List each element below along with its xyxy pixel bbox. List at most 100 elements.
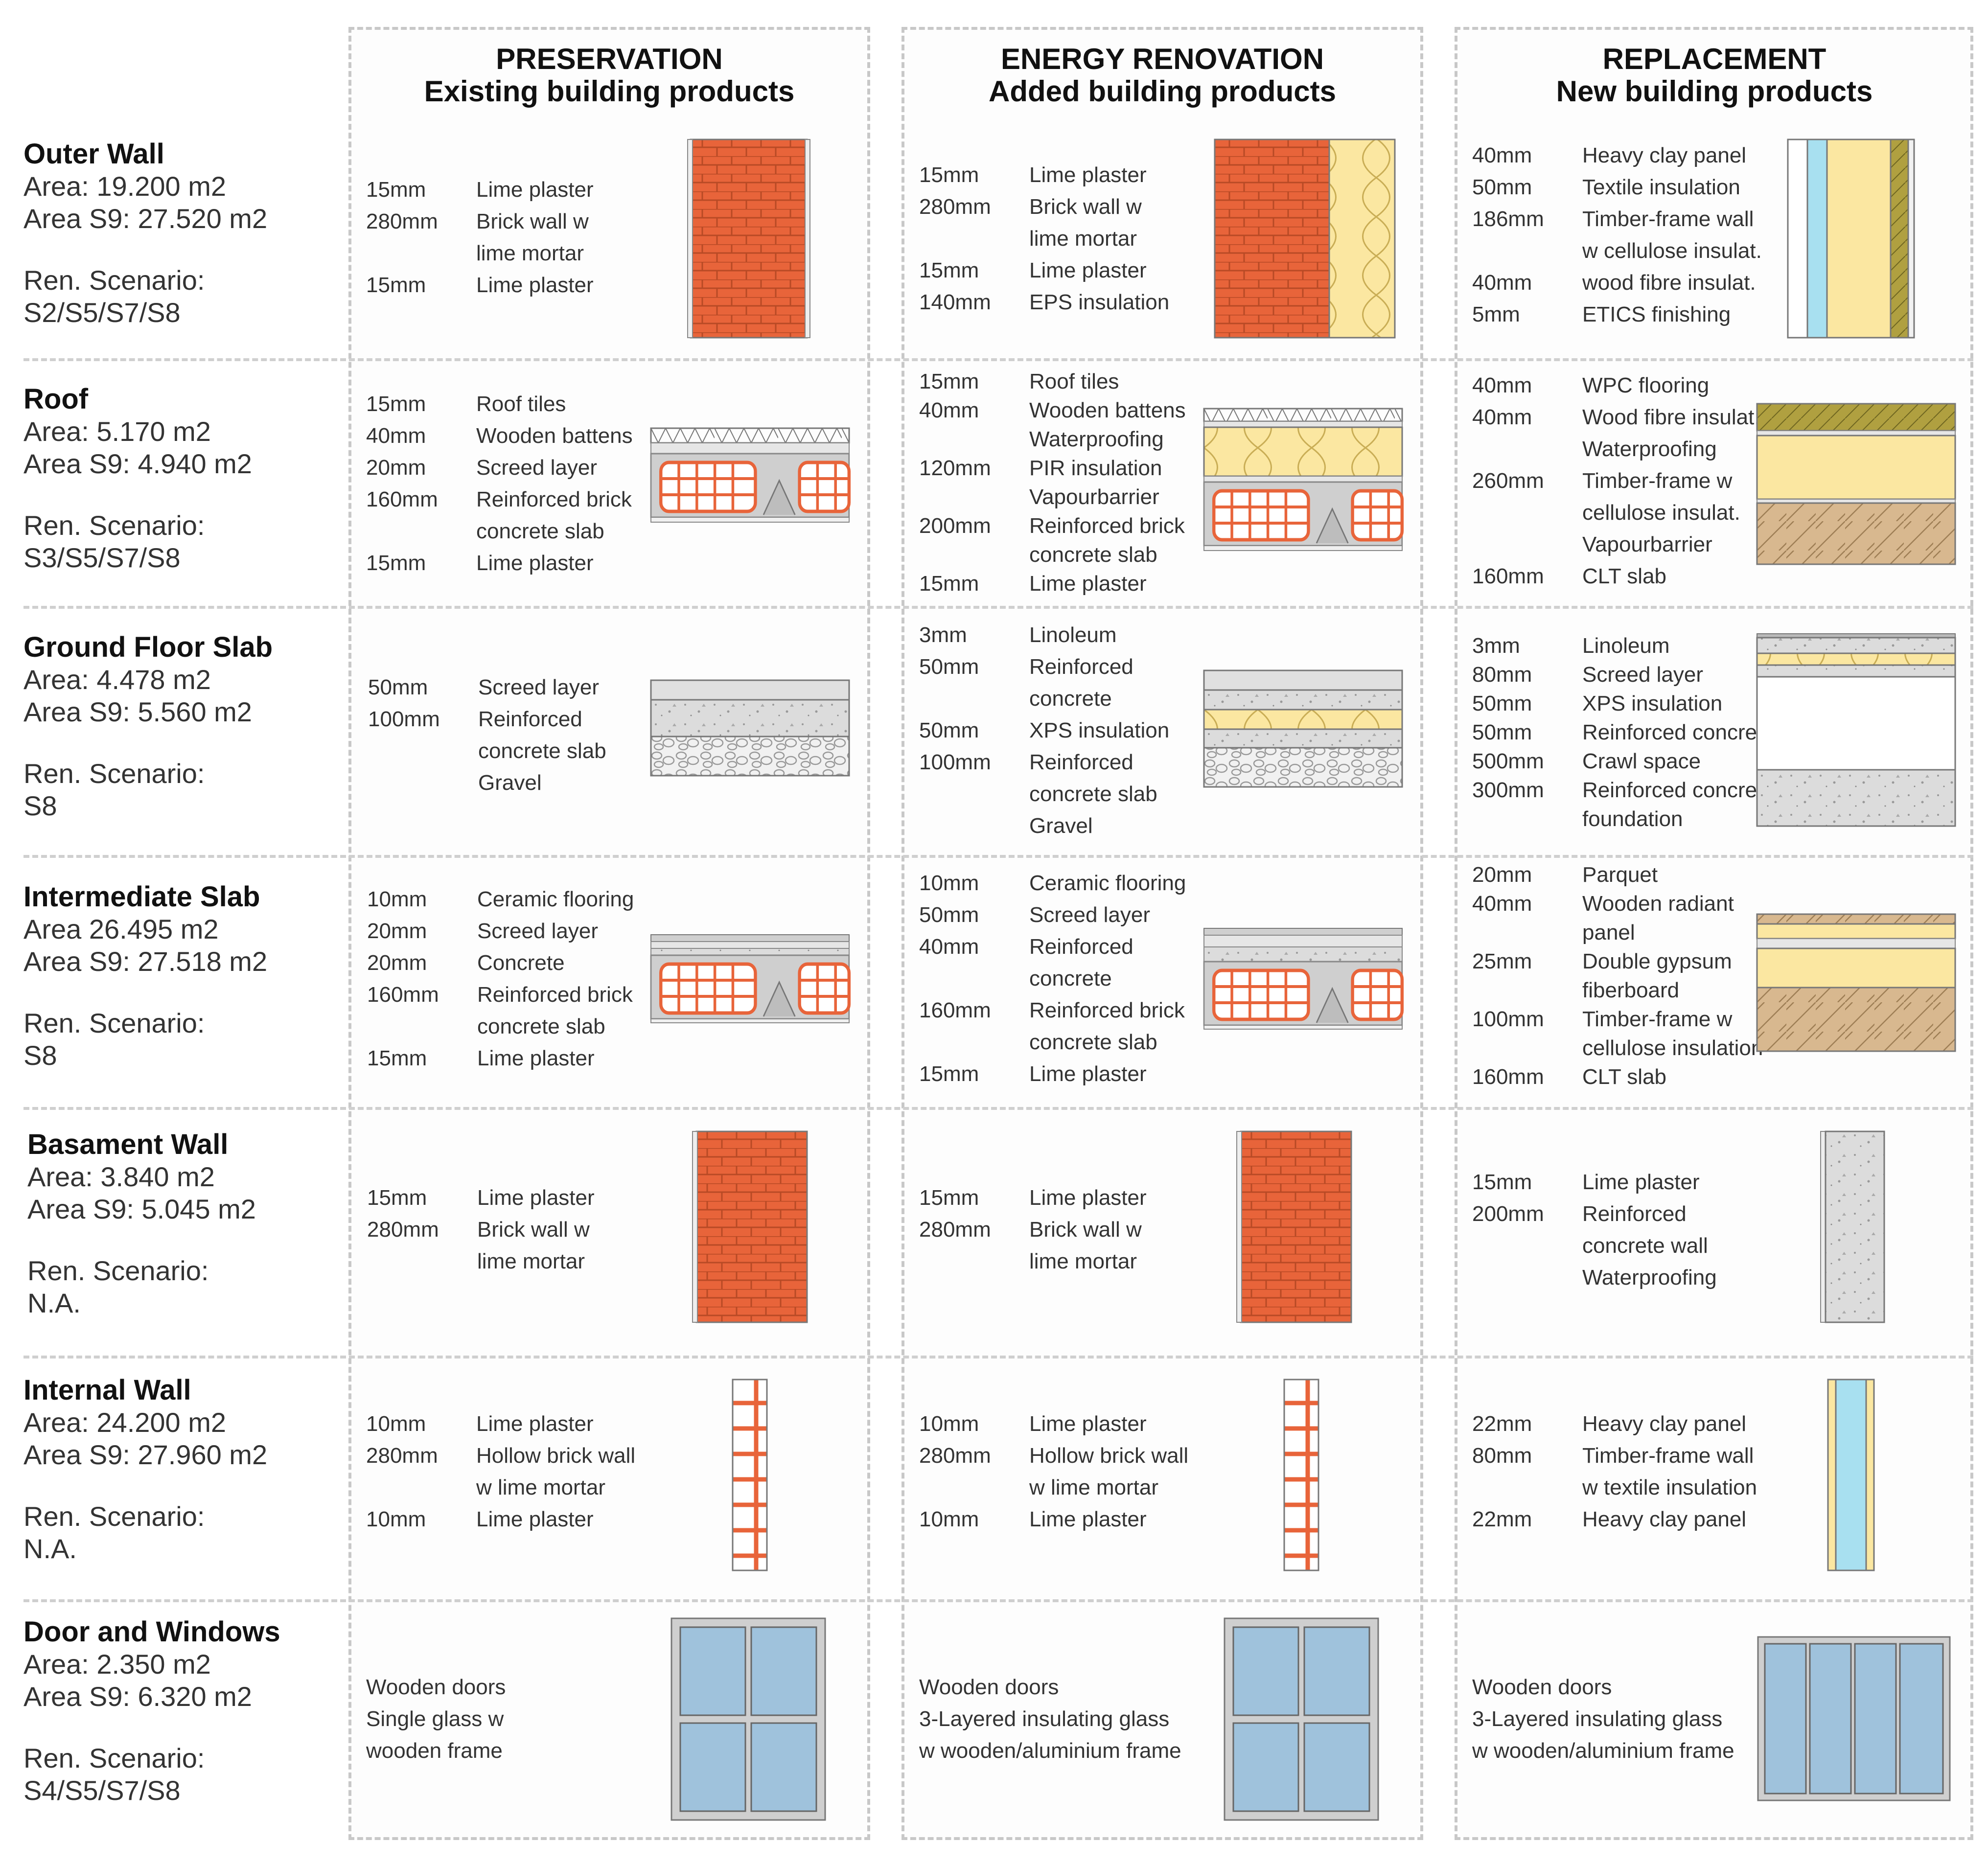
layer-description: Lime plaster <box>1029 1062 1147 1086</box>
layer-description: Brick wall w <box>1029 1218 1142 1242</box>
layer-description: Gravel <box>1029 814 1093 838</box>
row-area: Area: 4.478 m2 <box>23 664 211 695</box>
layer-description: cellulose insulation <box>1582 1036 1763 1060</box>
layer-thickness <box>919 778 1029 810</box>
row-area-s9: Area S9: 27.960 m2 <box>23 1439 268 1470</box>
layer-description: Timber-frame w <box>1582 1007 1733 1031</box>
layer-thickness: 15mm <box>366 551 426 575</box>
spec-line: 15mm Lime plaster <box>367 1182 595 1214</box>
layer-description: w cellulose insulat. <box>1582 239 1762 263</box>
spec-line: w textile insulation <box>1472 1472 1757 1503</box>
layer-thickness: 200mm <box>919 514 991 538</box>
spec-line: concrete slab <box>919 1026 1186 1058</box>
spec-line: 160mm CLT slab <box>1472 1062 1763 1091</box>
spec-line: concrete slab <box>366 515 633 547</box>
spec-line: 280mm Brick wall w <box>919 191 1169 223</box>
layer-description: w textile insulation <box>1582 1475 1757 1499</box>
spec-line: 280mm Hollow brick wall <box>366 1440 635 1472</box>
row-label-intermediate-slab: Intermediate Slab Area 26.495 m2 Area S9… <box>23 881 337 1072</box>
spec-line: 50mm Reinforced <box>919 651 1169 683</box>
layer-thickness <box>1472 918 1582 947</box>
layer-thickness <box>366 515 476 547</box>
basement-wall-new-drawing <box>1820 1130 1885 1323</box>
row-separator <box>23 1356 1973 1358</box>
layer-thickness: 15mm <box>1472 1170 1532 1194</box>
spec-list: 10mm Lime plaster 280mm Hollow brick wall w … <box>919 1408 1188 1535</box>
row-scenario-label: Ren. Scenario: <box>23 758 205 789</box>
window-renovated-drawing <box>1224 1617 1379 1821</box>
internal-wall-renovated-drawing <box>1283 1379 1319 1571</box>
spec-line: 10mm Lime plaster <box>366 1503 635 1535</box>
layer-description: WPC flooring <box>1582 373 1710 397</box>
spec-line: 15mm Lime plaster <box>919 1182 1147 1214</box>
layer-thickness: 280mm <box>366 209 438 233</box>
row-separator <box>23 606 1973 609</box>
row-label-outer-wall: Outer Wall Area: 19.200 m2 Area S9: 27.5… <box>23 138 337 329</box>
product-description: wooden frame <box>366 1739 503 1763</box>
row-title: Door and Windows <box>23 1616 280 1648</box>
row-scenario: S8 <box>23 1040 57 1071</box>
layer-description: Reinforced <box>1582 1202 1687 1226</box>
layer-description: concrete slab <box>478 739 606 763</box>
outer-wall-renovated-drawing <box>1214 138 1396 339</box>
layer-thickness: 140mm <box>919 290 991 314</box>
row-area: Area 26.495 m2 <box>23 914 219 944</box>
layer-description: Textile insulation <box>1582 175 1740 199</box>
layer-thickness <box>1472 1034 1582 1062</box>
intermediate-slab-existing-drawing <box>651 934 852 1023</box>
layer-thickness <box>919 683 1029 714</box>
layer-thickness <box>919 810 1029 842</box>
spec-line: 15mm Lime plaster <box>919 159 1169 191</box>
row-scenario: N.A. <box>27 1288 81 1318</box>
spec-line: 40mm Wooden battens <box>919 396 1186 425</box>
spec-line: 280mm Hollow brick wall <box>919 1440 1188 1472</box>
layer-thickness <box>366 1472 476 1503</box>
spec-line: 15mm Roof tiles <box>366 388 633 420</box>
layer-thickness <box>368 735 478 767</box>
layer-description: concrete slab <box>1029 543 1157 567</box>
spec-line: concrete <box>919 963 1186 994</box>
spec-list: 15mm Lime plaster 280mm Brick wall w lime mo… <box>919 159 1169 318</box>
spec-line: 15mm Lime plaster <box>366 174 594 206</box>
spec-line: w lime mortar <box>919 1472 1188 1503</box>
layer-thickness: 186mm <box>1472 207 1544 231</box>
product-description: Wooden doors <box>366 1675 506 1699</box>
row-area-s9: Area S9: 5.560 m2 <box>23 696 252 727</box>
spec-line: lime mortar <box>919 223 1169 254</box>
layer-description: Timber-frame w <box>1582 469 1733 493</box>
layer-description: Reinforced <box>1029 750 1133 774</box>
spec-line: 50mm XPS insulation <box>1472 689 1775 718</box>
window-existing-drawing <box>670 1617 826 1821</box>
layer-description: Reinforced concrete <box>1582 778 1775 802</box>
spec-line: 260mm Timber-frame w <box>1472 465 1760 497</box>
layer-description: ETICS finishing <box>1582 302 1731 326</box>
spec-line: 300mm Reinforced concrete <box>1472 776 1775 805</box>
layer-thickness <box>1472 1262 1582 1293</box>
row-title: Intermediate Slab <box>23 881 260 913</box>
spec-line: Waterproofing <box>1472 1262 1717 1293</box>
spec-list: 15mm Lime plaster 280mm Brick wall w lime mo… <box>367 1182 595 1277</box>
spec-list: 50mm Screed layer 100mm Reinforced concrete … <box>368 671 606 799</box>
layer-description: concrete <box>1029 687 1112 711</box>
layer-description: Roof tiles <box>1029 369 1119 393</box>
spec-line: 100mm Reinforced <box>919 746 1169 778</box>
layer-thickness: 40mm <box>1472 892 1532 916</box>
layer-description: Gravel <box>478 771 542 795</box>
spec-line: cellulose insulat. <box>1472 497 1760 529</box>
outer-wall-new-drawing <box>1787 138 1915 339</box>
layer-description: lime mortar <box>477 1249 585 1273</box>
layer-description: EPS insulation <box>1029 290 1170 314</box>
row-separator <box>23 855 1973 858</box>
layer-description: Heavy clay panel <box>1582 1412 1747 1436</box>
layer-thickness: 25mm <box>1472 949 1532 973</box>
layer-thickness: 15mm <box>919 1186 979 1210</box>
spec-line: 3mm Linoleum <box>1472 631 1775 660</box>
layer-thickness: 15mm <box>367 1186 427 1210</box>
spec-line: 160mm Reinforced brick <box>367 979 634 1011</box>
spec-line: lime mortar <box>366 237 594 269</box>
spec-line: 3mm Linoleum <box>919 619 1169 651</box>
row-title: Basament Wall <box>27 1128 229 1160</box>
layer-description: Lime plaster <box>476 273 594 297</box>
spec-line: 15mm Lime plaster <box>919 1058 1186 1090</box>
layer-description: Lime plaster <box>476 1412 594 1436</box>
